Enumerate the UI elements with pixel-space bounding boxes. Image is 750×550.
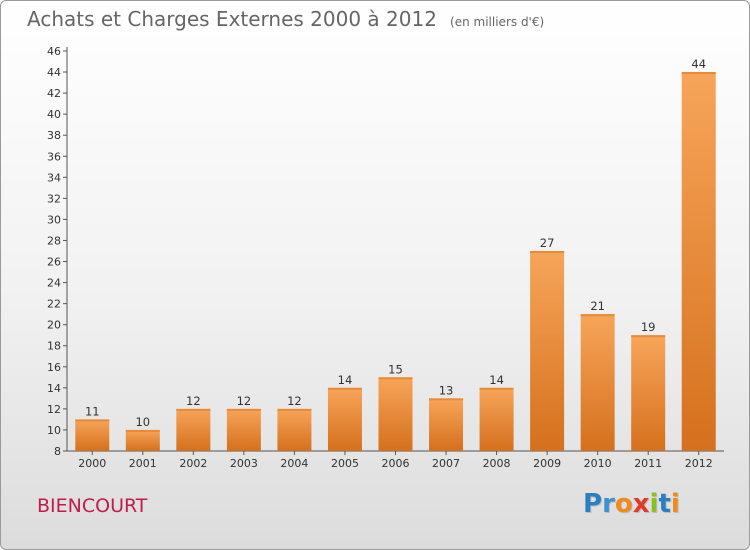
x-tick-label: 2012 (685, 457, 713, 470)
x-tick-label: 2002 (179, 457, 207, 470)
bar (327, 387, 362, 451)
value-label: 12 (237, 394, 252, 408)
bar (681, 72, 716, 451)
bar-top-edge (125, 429, 160, 432)
y-tick-label: 20 (47, 319, 61, 332)
x-tick-label: 2007 (432, 457, 460, 470)
value-label: 12 (287, 394, 302, 408)
logo-letter: i (670, 489, 680, 519)
x-tick-label: 2010 (584, 457, 612, 470)
value-label: 12 (186, 394, 201, 408)
value-label: 44 (691, 57, 706, 71)
y-tick-label: 46 (47, 45, 61, 58)
value-label: 27 (540, 236, 555, 250)
x-tick-label: 2004 (280, 457, 308, 470)
bar-top-edge (176, 408, 211, 411)
bar (378, 377, 413, 451)
x-tick-label: 2005 (331, 457, 359, 470)
y-tick-label: 22 (47, 298, 61, 311)
bar (277, 408, 312, 451)
y-tick-label: 32 (47, 192, 61, 205)
bar (176, 408, 211, 451)
logo-letter: o (614, 489, 633, 519)
chart-unit: (en milliers d'€) (450, 15, 545, 29)
value-label: 13 (439, 383, 454, 397)
value-label: 19 (641, 320, 656, 334)
bar-top-edge (378, 377, 413, 380)
y-tick-label: 24 (47, 277, 61, 290)
logo-letter: i (649, 489, 659, 519)
logo-letter: r (602, 489, 615, 519)
value-label: 14 (338, 373, 353, 387)
bar (125, 429, 160, 451)
y-tick-label: 44 (47, 66, 61, 79)
chart-title-block: Achats et Charges Externes 2000 à 2012 (… (27, 7, 544, 31)
y-tick-label: 36 (47, 150, 61, 163)
value-label: 21 (590, 299, 605, 313)
bar-top-edge (75, 419, 110, 422)
bar (226, 408, 261, 451)
chart-title: Achats et Charges Externes 2000 à 2012 (27, 7, 437, 31)
x-tick-label: 2009 (533, 457, 561, 470)
x-tick-label: 2000 (78, 457, 106, 470)
y-tick-label: 30 (47, 213, 61, 226)
value-label: 11 (85, 404, 100, 418)
bar-top-edge (580, 314, 615, 317)
value-label: 10 (135, 415, 150, 429)
bar (631, 335, 666, 451)
proxiti-logo[interactable]: Proxiti (583, 489, 680, 519)
bar (479, 387, 514, 451)
y-tick-label: 34 (47, 171, 61, 184)
logo-letter: t (658, 489, 671, 519)
logo-letter: x (632, 489, 650, 519)
logo-letter: P (583, 489, 603, 519)
commune-name: BIENCOURT (37, 495, 148, 517)
y-tick-label: 28 (47, 234, 61, 247)
x-tick-label: 2008 (483, 457, 511, 470)
x-tick-label: 2006 (382, 457, 410, 470)
y-tick-label: 18 (47, 340, 61, 353)
x-tick-label: 2003 (230, 457, 258, 470)
bar (530, 251, 565, 451)
bar-top-edge (681, 72, 716, 75)
x-tick-label: 2011 (634, 457, 662, 470)
x-tick-label: 2001 (129, 457, 157, 470)
bar-top-edge (429, 398, 464, 401)
y-tick-label: 14 (47, 382, 61, 395)
bar (75, 419, 110, 451)
y-tick-label: 16 (47, 361, 61, 374)
y-tick-label: 38 (47, 129, 61, 142)
y-tick-label: 8 (54, 445, 61, 458)
bar (580, 314, 615, 451)
bar-top-edge (327, 387, 362, 390)
bar (429, 398, 464, 451)
y-tick-label: 10 (47, 424, 61, 437)
bar-top-edge (479, 387, 514, 390)
bar-top-edge (530, 251, 565, 253)
value-label: 15 (388, 362, 403, 376)
bar-top-edge (631, 335, 666, 338)
bar-top-edge (226, 408, 261, 411)
y-tick-label: 26 (47, 256, 61, 269)
y-tick-label: 12 (47, 403, 61, 416)
y-tick-label: 42 (47, 87, 61, 100)
bar-top-edge (277, 408, 312, 411)
y-tick-label: 40 (47, 108, 61, 121)
value-label: 14 (489, 373, 504, 387)
